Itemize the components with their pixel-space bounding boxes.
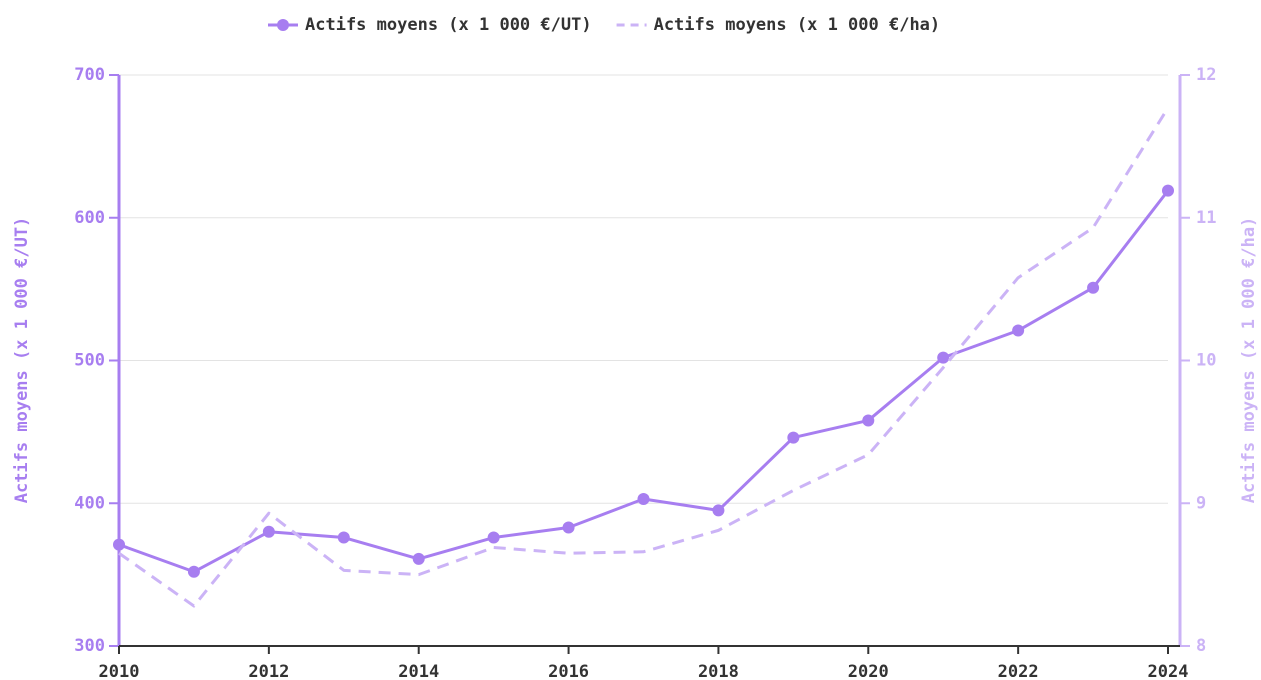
y-tick-label: 300 xyxy=(74,636,105,656)
data-point xyxy=(562,521,575,534)
y-tick-label: 700 xyxy=(74,65,105,85)
data-point xyxy=(262,525,275,538)
data-point xyxy=(1012,324,1025,337)
legend-marker xyxy=(277,19,289,31)
data-point xyxy=(187,565,200,578)
y-tick-label: 500 xyxy=(74,351,105,371)
x-tick-label: 2020 xyxy=(848,662,889,680)
data-point xyxy=(412,552,425,565)
y2-axis-label: Actifs moyens (x 1 000 €/ha) xyxy=(1239,217,1259,504)
data-point xyxy=(113,538,125,551)
x-tick-label: 2024 xyxy=(1148,662,1189,680)
y2-tick-label: 8 xyxy=(1196,636,1206,656)
x-tick-label: 2022 xyxy=(998,662,1039,680)
data-point xyxy=(337,531,350,544)
y-tick-label: 400 xyxy=(74,493,105,513)
y-axis-label: Actifs moyens (x 1 000 €/UT) xyxy=(12,217,32,504)
series-line xyxy=(118,189,1170,574)
legend-label: Actifs moyens (x 1 000 €/UT) xyxy=(305,15,592,35)
x-tick-label: 2018 xyxy=(698,662,739,680)
series-line xyxy=(118,107,1170,608)
data-point xyxy=(1162,184,1174,197)
data-point xyxy=(487,531,500,544)
data-point xyxy=(787,431,800,444)
data-point xyxy=(862,414,875,427)
data-point xyxy=(712,504,725,517)
y2-tick-label: 9 xyxy=(1196,493,1206,513)
x-tick-label: 2016 xyxy=(548,662,589,680)
x-tick-label: 2010 xyxy=(99,662,140,680)
legend-label: Actifs moyens (x 1 000 €/ha) xyxy=(654,15,941,35)
y2-tick-label: 12 xyxy=(1196,65,1216,85)
data-point xyxy=(1087,281,1100,294)
x-tick-label: 2014 xyxy=(398,662,439,680)
data-point xyxy=(937,351,950,364)
y-tick-label: 600 xyxy=(74,208,105,228)
y2-tick-label: 10 xyxy=(1196,351,1216,371)
x-tick-label: 2012 xyxy=(248,662,289,680)
data-point xyxy=(637,492,650,505)
y2-tick-label: 11 xyxy=(1196,208,1216,228)
